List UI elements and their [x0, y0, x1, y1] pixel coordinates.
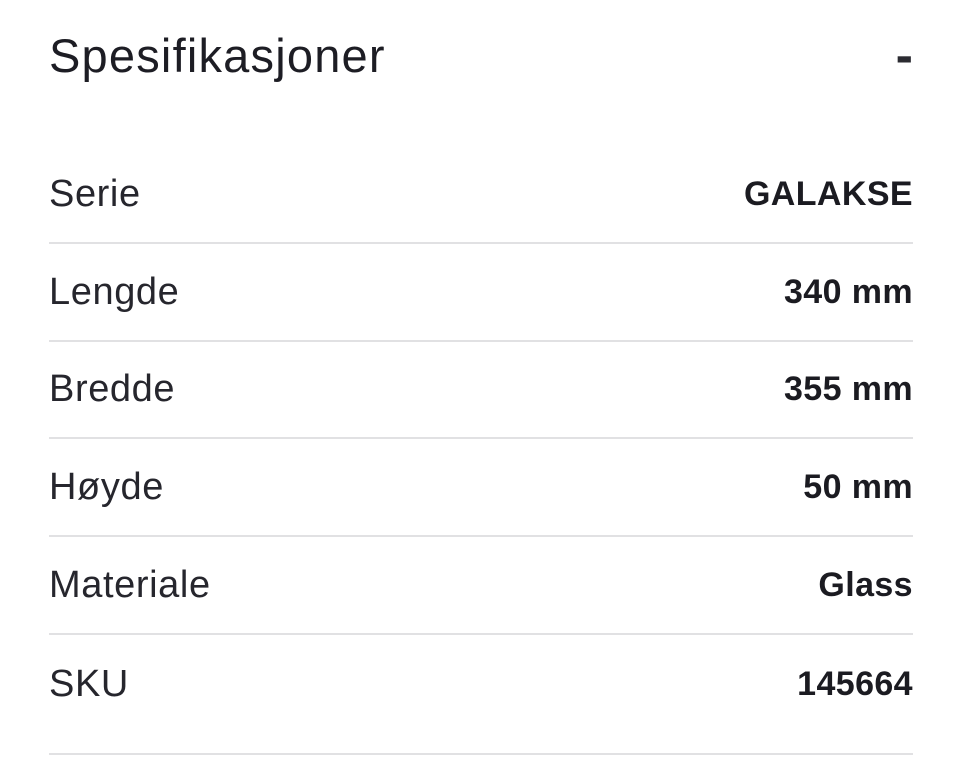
table-row: SKU 145664 [49, 635, 913, 755]
accordion-header[interactable]: Spesifikasjoner - [49, 27, 913, 85]
spec-label: Høyde [49, 466, 164, 509]
spec-label: Serie [49, 172, 141, 215]
spec-value: 340 mm [783, 272, 913, 311]
spec-value: 145664 [797, 664, 913, 703]
spec-value: Glass [818, 566, 913, 605]
spec-label: SKU [49, 662, 129, 705]
section-title: Spesifikasjoner [49, 28, 386, 82]
table-row: Materiale Glass [49, 537, 913, 635]
table-row: Bredde 355 mm [49, 342, 913, 440]
table-row: Serie GALAKSE [49, 146, 913, 244]
spec-table: Serie GALAKSE Lengde 340 mm Bredde 355 m… [49, 146, 913, 755]
spec-label: Lengde [49, 270, 180, 313]
spec-value: 50 mm [803, 468, 913, 507]
spec-value: 355 mm [783, 370, 913, 409]
spec-label: Materiale [49, 564, 211, 607]
spec-value: GALAKSE [743, 174, 913, 213]
table-row: Lengde 340 mm [49, 244, 913, 342]
spec-label: Bredde [49, 368, 176, 411]
table-row: Høyde 50 mm [49, 439, 913, 538]
